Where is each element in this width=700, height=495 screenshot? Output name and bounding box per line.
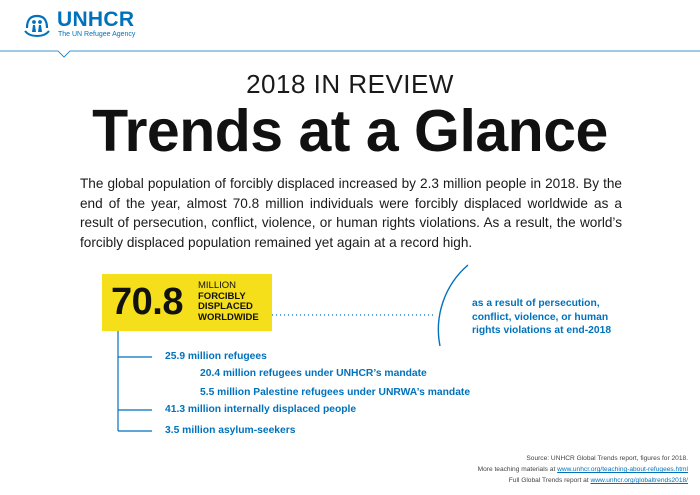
teaching-materials-line: More teaching materials at www.unhcr.org… <box>478 466 688 473</box>
logo-tagline: The UN Refugee Agency <box>58 30 136 38</box>
header-divider <box>0 50 700 58</box>
unhcr-emblem-icon <box>24 14 50 38</box>
global-trends-link[interactable]: www.unhcr.org/globaltrends2018/ <box>590 477 688 484</box>
source-line: Source: UNHCR Global Trends report, figu… <box>526 455 688 462</box>
global-trends-report-line: Full Global Trends report at www.unhcr.o… <box>509 477 688 484</box>
teaching-materials-link[interactable]: www.unhcr.org/teaching-about-refugees.ht… <box>557 466 688 473</box>
stat-label-forcibly: FORCIBLY <box>198 290 246 302</box>
stat-label-worldwide: WORLDWIDE <box>198 311 259 323</box>
headline-stat-value: 70.8 <box>111 281 183 323</box>
headline-stat-highlight <box>102 274 272 331</box>
stat-context-note: as a result of persecution, conflict, vi… <box>472 298 612 337</box>
global-trends-prefix: Full Global Trends report at <box>508 477 591 484</box>
breakdown-refugees: 25.9 million refugees <box>165 351 267 362</box>
stat-label-displaced: DISPLACED <box>198 301 253 312</box>
logo-name: UNHCR <box>57 7 135 31</box>
breakdown-asylum-seekers: 3.5 million asylum-seekers <box>165 425 296 436</box>
unhcr-logo[interactable]: UNHCR The UN Refugee Agency <box>22 9 135 39</box>
page-title: Trends at a Glance <box>92 98 608 164</box>
headline-stat-label: MILLION FORCIBLY DISPLACED WORLDWIDE <box>198 280 259 323</box>
stat-label-million: MILLION <box>198 280 237 291</box>
intro-paragraph: The global population of forcibly displa… <box>80 176 622 250</box>
teaching-materials-prefix: More teaching materials at <box>477 466 558 473</box>
breakdown-idps: 41.3 million internally displaced people <box>165 404 357 415</box>
breakdown-refugees-unhcr: 20.4 million refugees under UNHCR’s mand… <box>200 368 427 379</box>
note-arc <box>437 264 469 347</box>
page-kicker: 2018 IN REVIEW <box>246 69 454 99</box>
breakdown-refugees-unrwa: 5.5 million Palestine refugees under UNR… <box>200 387 471 398</box>
header: UNHCR The UN Refugee Agency <box>0 0 700 60</box>
